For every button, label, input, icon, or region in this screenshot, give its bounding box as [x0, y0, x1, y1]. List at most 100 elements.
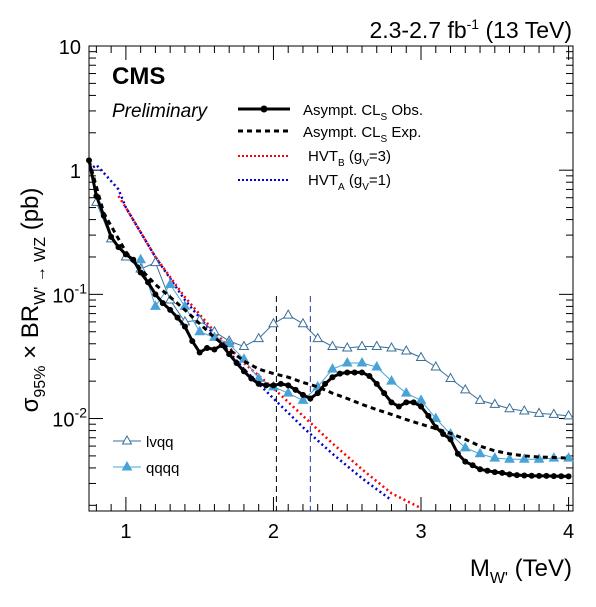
- point-lvqq: [489, 398, 501, 408]
- point-asympt-cls-obs: [93, 192, 100, 199]
- point-qqqq: [150, 300, 161, 310]
- point-asympt-cls-obs: [137, 269, 144, 276]
- point-asympt-cls-obs: [174, 314, 181, 321]
- point-asympt-cls-obs: [263, 382, 270, 389]
- point-asympt-cls-obs: [322, 380, 329, 387]
- point-asympt-cls-obs: [204, 344, 211, 351]
- point-asympt-cls-obs: [447, 436, 454, 443]
- point-asympt-cls-obs: [270, 382, 277, 389]
- point-qqqq: [504, 453, 515, 463]
- point-lvqq: [356, 340, 368, 351]
- point-qqqq: [563, 452, 574, 462]
- point-qqqq: [474, 447, 486, 458]
- point-asympt-cls-obs: [336, 370, 343, 377]
- y-tick-label: 10-2: [52, 405, 87, 432]
- legend-entry-hvt-a: HVTA (gV=1): [238, 172, 391, 193]
- point-qqqq: [282, 387, 294, 397]
- point-asympt-cls-obs: [521, 472, 528, 479]
- point-qqqq: [164, 278, 176, 289]
- point-lvqq: [459, 383, 471, 394]
- point-asympt-cls-obs: [108, 233, 115, 240]
- point-lvqq: [386, 341, 397, 352]
- point-lvqq: [282, 309, 294, 319]
- axis-tick-labels: 1 2 3 4 10-2 10-1 1 10: [52, 37, 574, 543]
- legend-entry-hvt-b: HVTB (gV=3): [238, 148, 391, 169]
- point-asympt-cls-obs: [366, 373, 373, 380]
- point-lvqq: [474, 394, 486, 404]
- point-asympt-cls-obs: [418, 403, 425, 410]
- point-lvqq: [238, 340, 250, 351]
- point-asympt-cls-obs: [285, 382, 292, 389]
- point-asympt-cls-obs: [425, 412, 432, 419]
- point-qqqq: [518, 453, 530, 463]
- point-lvqq: [253, 332, 265, 343]
- point-asympt-cls-obs: [484, 467, 491, 474]
- point-lvqq: [518, 404, 530, 415]
- data-series: [86, 157, 574, 510]
- y-axis-title: σ95% × BRW' → WZ (pb): [17, 188, 49, 413]
- point-asympt-cls-obs: [499, 469, 506, 476]
- legend-label-hvt-b: HVTB (gV=3): [308, 148, 391, 169]
- series-line-hvtb-gv-3: [117, 195, 422, 510]
- point-qqqq: [327, 363, 338, 373]
- point-asympt-cls-obs: [381, 390, 388, 397]
- point-asympt-cls-obs: [211, 346, 218, 353]
- point-qqqq: [430, 412, 442, 423]
- legend-entry-observed: Asympt. CLS Obs.: [238, 102, 423, 123]
- legend-marker-lvqq: [121, 434, 133, 445]
- point-asympt-cls-obs: [329, 374, 336, 381]
- point-asympt-cls-obs: [550, 473, 557, 480]
- x-axis-title: MW' (TeV): [470, 555, 572, 587]
- point-asympt-cls-obs: [307, 395, 314, 402]
- plot-frame: [88, 45, 574, 512]
- point-lvqq: [415, 351, 427, 362]
- point-asympt-cls-obs: [86, 157, 92, 164]
- point-asympt-cls-obs: [167, 306, 174, 313]
- point-asympt-cls-obs: [152, 291, 159, 298]
- point-asympt-cls-obs: [292, 386, 299, 393]
- y-tick-label: 10-1: [52, 280, 87, 307]
- point-asympt-cls-obs: [344, 369, 351, 376]
- lumi-label: 2.3-2.7 fb-1 (13 TeV): [369, 16, 572, 43]
- point-asympt-cls-obs: [122, 251, 129, 258]
- point-lvqq: [445, 372, 456, 383]
- point-asympt-cls-obs: [528, 472, 535, 479]
- point-lvqq: [312, 332, 324, 343]
- status-label: Preliminary: [112, 101, 209, 122]
- series-line-qqqq: [140, 259, 569, 460]
- point-lvqq: [150, 256, 161, 267]
- point-lvqq: [327, 340, 338, 351]
- point-asympt-cls-obs: [351, 369, 358, 376]
- point-asympt-cls-obs: [218, 342, 225, 349]
- point-lvqq: [400, 344, 412, 355]
- point-qqqq: [415, 394, 427, 404]
- series-line-hvta-gv-1: [88, 163, 393, 502]
- point-asympt-cls-obs: [543, 472, 550, 479]
- point-asympt-cls-obs: [432, 424, 439, 431]
- point-qqqq: [459, 441, 471, 452]
- point-qqqq: [386, 375, 397, 385]
- point-asympt-cls-obs: [277, 380, 284, 387]
- point-asympt-cls-obs: [130, 256, 137, 263]
- point-asympt-cls-obs: [189, 338, 196, 345]
- legend-label-expected: Asympt. CLS Exp.: [303, 124, 421, 145]
- legend-marker-qqqq: [121, 460, 133, 471]
- point-asympt-cls-obs: [506, 471, 513, 478]
- point-asympt-cls-obs: [395, 403, 402, 410]
- point-qqqq: [297, 394, 309, 404]
- point-lvqq: [533, 407, 545, 417]
- series-line-asympt-cls-exp: [87, 159, 569, 460]
- point-asympt-cls-obs: [491, 469, 498, 476]
- point-asympt-cls-obs: [403, 399, 410, 406]
- point-asympt-cls-obs: [440, 431, 447, 438]
- point-qqqq: [194, 325, 206, 336]
- point-asympt-cls-obs: [469, 462, 476, 469]
- point-asympt-cls-obs: [255, 380, 262, 387]
- x-tick-label: 3: [415, 521, 426, 543]
- point-lvqq: [430, 360, 442, 371]
- experiment-label: CMS: [112, 63, 165, 90]
- point-asympt-cls-obs: [314, 390, 321, 397]
- point-qqqq: [341, 356, 353, 367]
- point-lvqq: [268, 317, 279, 328]
- x-tick-label: 2: [268, 521, 279, 543]
